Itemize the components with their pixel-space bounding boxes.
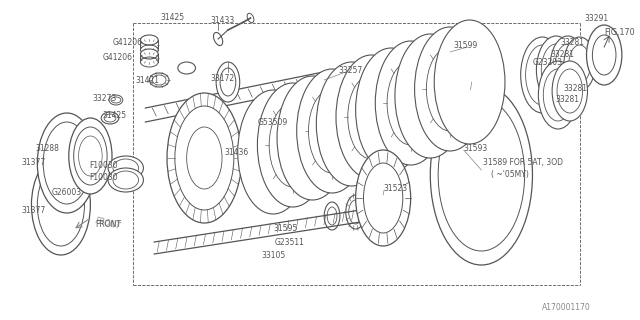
Text: FRONT: FRONT (94, 217, 122, 231)
Ellipse shape (395, 34, 466, 158)
Text: FRONT: FRONT (95, 220, 122, 228)
Ellipse shape (237, 90, 308, 214)
Text: 31436: 31436 (224, 148, 248, 156)
Ellipse shape (564, 37, 595, 91)
Ellipse shape (178, 62, 195, 74)
Text: G41206: G41206 (102, 52, 132, 61)
Ellipse shape (71, 189, 86, 201)
Text: FIG.170: FIG.170 (604, 28, 635, 36)
Ellipse shape (108, 168, 143, 192)
Text: 31433: 31433 (210, 15, 234, 25)
Text: 31595: 31595 (273, 223, 298, 233)
Text: G26003: G26003 (52, 188, 82, 196)
Ellipse shape (375, 41, 446, 165)
Ellipse shape (216, 62, 240, 102)
Ellipse shape (101, 112, 119, 124)
Text: G23511: G23511 (275, 237, 305, 246)
Text: A170001170: A170001170 (542, 302, 591, 311)
Ellipse shape (356, 150, 411, 246)
Ellipse shape (141, 35, 158, 45)
Ellipse shape (536, 36, 576, 104)
Ellipse shape (297, 69, 367, 193)
Ellipse shape (108, 156, 143, 180)
Text: 31599: 31599 (454, 41, 478, 50)
Ellipse shape (257, 83, 328, 207)
Text: 33281: 33281 (560, 37, 584, 46)
Ellipse shape (521, 37, 564, 113)
Text: F10030: F10030 (90, 172, 118, 181)
Ellipse shape (552, 61, 588, 121)
Ellipse shape (586, 25, 622, 85)
Text: 31377: 31377 (22, 205, 46, 214)
Ellipse shape (415, 27, 485, 151)
Ellipse shape (31, 155, 90, 255)
Text: 33257: 33257 (338, 66, 362, 75)
Text: 33273: 33273 (92, 93, 116, 102)
Ellipse shape (37, 113, 96, 213)
Ellipse shape (550, 36, 586, 96)
Text: 31425: 31425 (102, 110, 126, 119)
Text: G53509: G53509 (257, 117, 287, 126)
Ellipse shape (336, 55, 407, 179)
Text: 33172: 33172 (210, 74, 234, 83)
Text: 33281: 33281 (555, 94, 579, 103)
Text: F10030: F10030 (90, 161, 118, 170)
Text: 33105: 33105 (261, 252, 285, 260)
Ellipse shape (356, 48, 426, 172)
Text: 33291: 33291 (584, 13, 609, 22)
Text: ( ~'05MY): ( ~'05MY) (492, 170, 529, 179)
Text: 31288: 31288 (35, 143, 60, 153)
Text: 31377: 31377 (22, 157, 46, 166)
Ellipse shape (167, 93, 242, 223)
Ellipse shape (149, 73, 169, 87)
Text: 31523: 31523 (383, 183, 407, 193)
Text: 31593: 31593 (464, 143, 488, 153)
Ellipse shape (430, 85, 532, 265)
Text: G41206: G41206 (113, 37, 143, 46)
Text: G23203: G23203 (532, 58, 563, 67)
Ellipse shape (434, 20, 505, 144)
Ellipse shape (316, 62, 387, 186)
Ellipse shape (538, 61, 578, 129)
Text: 31589 FOR 5AT, 3OD: 31589 FOR 5AT, 3OD (483, 157, 563, 166)
Ellipse shape (68, 118, 112, 194)
Text: 31425: 31425 (160, 12, 184, 21)
Ellipse shape (109, 95, 123, 105)
Text: 33281: 33281 (563, 84, 587, 92)
Text: 31421: 31421 (136, 76, 159, 84)
Ellipse shape (141, 49, 158, 59)
Ellipse shape (277, 76, 348, 200)
Ellipse shape (248, 103, 276, 151)
Text: 33281: 33281 (550, 50, 574, 59)
